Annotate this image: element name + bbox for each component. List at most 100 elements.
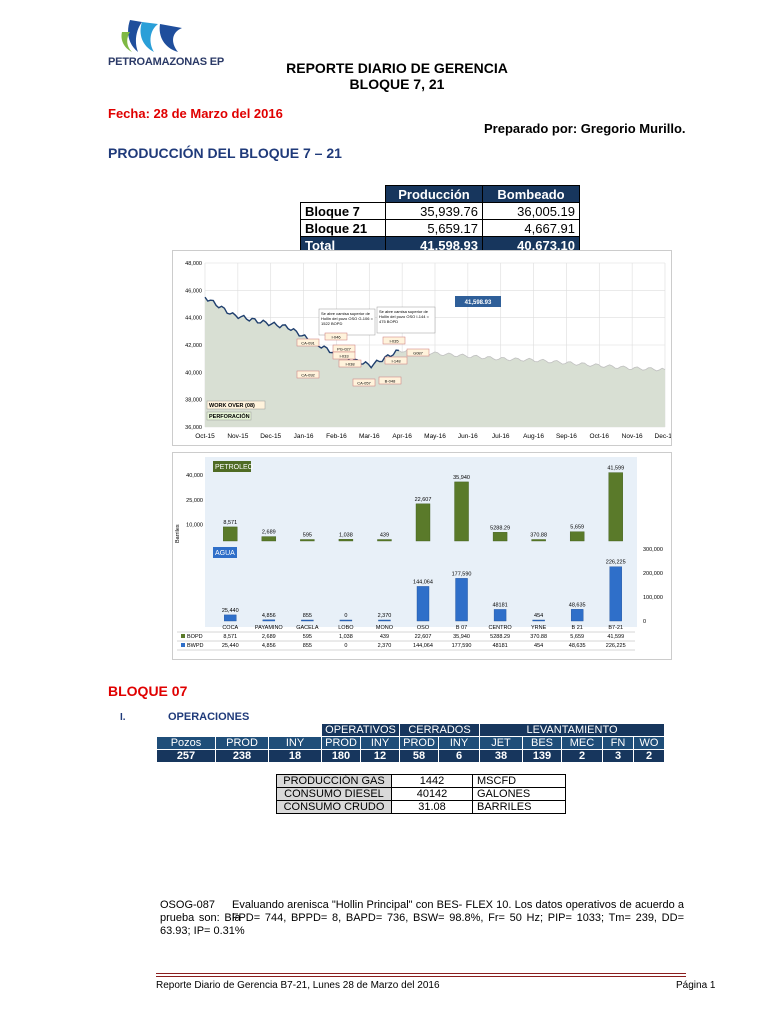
y-tick-label: 44,000 xyxy=(185,316,202,322)
data-label-water: 2,370 xyxy=(378,613,392,619)
group-cerrados: CERRADOS xyxy=(399,723,480,737)
gas-consumption-table: PRODUCCIÓN GAS 1442 MSCFD CONSUMO DIESEL… xyxy=(276,774,566,814)
bar-water xyxy=(416,586,430,622)
table-value-oil: 22,607 xyxy=(415,634,432,640)
x-tick-label: Apr-16 xyxy=(392,433,412,440)
bar-oil xyxy=(223,526,238,542)
agua-label-box xyxy=(213,547,237,558)
bar-oil xyxy=(531,539,546,542)
y-tick-label: 46,000 xyxy=(185,288,202,294)
category-label: GACELA xyxy=(296,625,319,631)
footer-text: Reporte Diario de Gerencia B7-21, Lunes … xyxy=(156,980,440,991)
group-levantamiento: LEVANTAMIENTO xyxy=(479,723,665,737)
perforacion-box xyxy=(206,411,252,421)
data-label-oil: 22,607 xyxy=(415,497,432,503)
row-bomb: 36,005.19 xyxy=(482,202,580,220)
note-line-1: Evaluando arenisca "Hollin Principal" co… xyxy=(232,899,684,924)
bloque-title: BLOQUE 07 xyxy=(108,683,188,699)
data-label-water: 855 xyxy=(303,613,312,619)
section-title: PRODUCCIÓN DEL BLOQUE 7 – 21 xyxy=(108,145,342,161)
table-value-oil: 5288.29 xyxy=(490,634,510,640)
bar-water xyxy=(570,609,584,622)
y2-tick-label: 300,000 xyxy=(643,547,663,553)
group-header-row: OPERATIVOS CERRADOS LEVANTAMIENTO xyxy=(156,723,665,737)
well-tag-label: G087 xyxy=(413,350,424,355)
diesel-label: CONSUMO DIESEL xyxy=(276,787,392,801)
column-value: 6 xyxy=(438,749,480,763)
table-value-oil: 41,599 xyxy=(607,634,624,640)
current-value-label: 41,598.93 xyxy=(465,300,492,306)
table-header-empty xyxy=(300,185,386,203)
diesel-value: 40142 xyxy=(391,787,473,801)
note-box xyxy=(318,308,376,336)
data-label-oil: 595 xyxy=(303,533,312,539)
well-tag-label: PG-027 xyxy=(337,346,352,351)
crudo-unit: BARRILES xyxy=(472,800,566,814)
well-tag xyxy=(296,370,320,379)
operations-number: I. xyxy=(120,712,126,723)
y2-tick-label: 200,000 xyxy=(643,571,663,577)
x-tick-label: Oct-16 xyxy=(590,433,610,440)
bar-oil xyxy=(569,531,585,542)
total-label: Total xyxy=(300,236,386,254)
column-value: 180 xyxy=(321,749,361,763)
column-header: Pozos xyxy=(156,736,216,750)
category-label: MONO xyxy=(376,625,394,631)
row-bomb: 4,667.91 xyxy=(482,219,580,237)
table-value-water: 48181 xyxy=(492,643,507,649)
table-row: PRODUCCIÓN GAS 1442 MSCFD xyxy=(276,774,566,788)
header-bombeado: Bombeado xyxy=(482,185,580,203)
bar-water xyxy=(301,619,314,622)
table-value-water: 48,635 xyxy=(569,643,586,649)
x-tick-label: Sep-16 xyxy=(556,433,577,440)
data-label-oil: 2,689 xyxy=(262,530,276,536)
well-tag-label: CA-092 xyxy=(301,372,315,377)
column-header: PROD xyxy=(215,736,269,750)
table-value-oil: 8,571 xyxy=(223,634,237,640)
column-value: 12 xyxy=(360,749,400,763)
category-label: B7-21 xyxy=(608,625,623,631)
bar-water xyxy=(532,619,545,622)
table-value-water: 2,370 xyxy=(378,643,392,649)
x-tick-label: Nov-15 xyxy=(227,433,248,440)
table-value-oil: 595 xyxy=(303,634,312,640)
bar-oil xyxy=(415,503,431,542)
table-row: Bloque 21 5,659.17 4,667.91 xyxy=(300,219,580,237)
column-header: MEC xyxy=(561,736,603,750)
y2-tick-label: 100,000 xyxy=(643,595,663,601)
x-tick-label: May-16 xyxy=(424,433,446,440)
category-label: PAYAMINO xyxy=(255,625,284,631)
data-label-water: 226,225 xyxy=(606,560,626,566)
title-line-1: REPORTE DIARIO DE GERENCIA xyxy=(286,60,508,76)
total-row: Total 41,598.93 40,673.10 xyxy=(300,236,580,254)
crudo-value: 31.08 xyxy=(391,800,473,814)
y-tick-label: 42,000 xyxy=(185,343,202,349)
data-label-water: 0 xyxy=(344,613,347,619)
note-line-2: prueba son: BFPD= 744, BPPD= 8, BAPD= 73… xyxy=(160,912,684,937)
category-label: YRNE xyxy=(531,625,547,631)
area-fill xyxy=(205,297,665,427)
table-value-water: 144,064 xyxy=(413,643,433,649)
y-tick-label: 40,000 xyxy=(186,473,203,479)
agua-label: AGUA xyxy=(215,550,235,557)
well-tag-label: I-038 xyxy=(345,361,355,366)
annotation-note: Se abre camisa superior de Hollin del poz… xyxy=(321,311,374,326)
bar-oil xyxy=(300,539,315,542)
well-tag-label: I-033 xyxy=(339,353,349,358)
well-tag xyxy=(296,338,320,347)
x-tick-label: Oct-15 xyxy=(195,433,215,440)
data-label-water: 48181 xyxy=(492,602,507,608)
current-value-box xyxy=(455,296,501,307)
operations-title: OPERACIONES xyxy=(168,711,250,723)
series-line xyxy=(204,296,399,369)
total-bomb: 40,673.10 xyxy=(482,236,580,254)
y-tick-label: 48,000 xyxy=(185,261,202,267)
header-produccion: Producción xyxy=(385,185,483,203)
table-value-oil: 370.88 xyxy=(530,634,547,640)
table-value-water: 855 xyxy=(303,643,312,649)
column-value: 139 xyxy=(522,749,562,763)
y2-tick-label: 0 xyxy=(643,619,646,625)
bar-water xyxy=(609,566,622,622)
perforacion-label: PERFORACIÓN xyxy=(209,412,250,420)
column-header: INY xyxy=(438,736,480,750)
